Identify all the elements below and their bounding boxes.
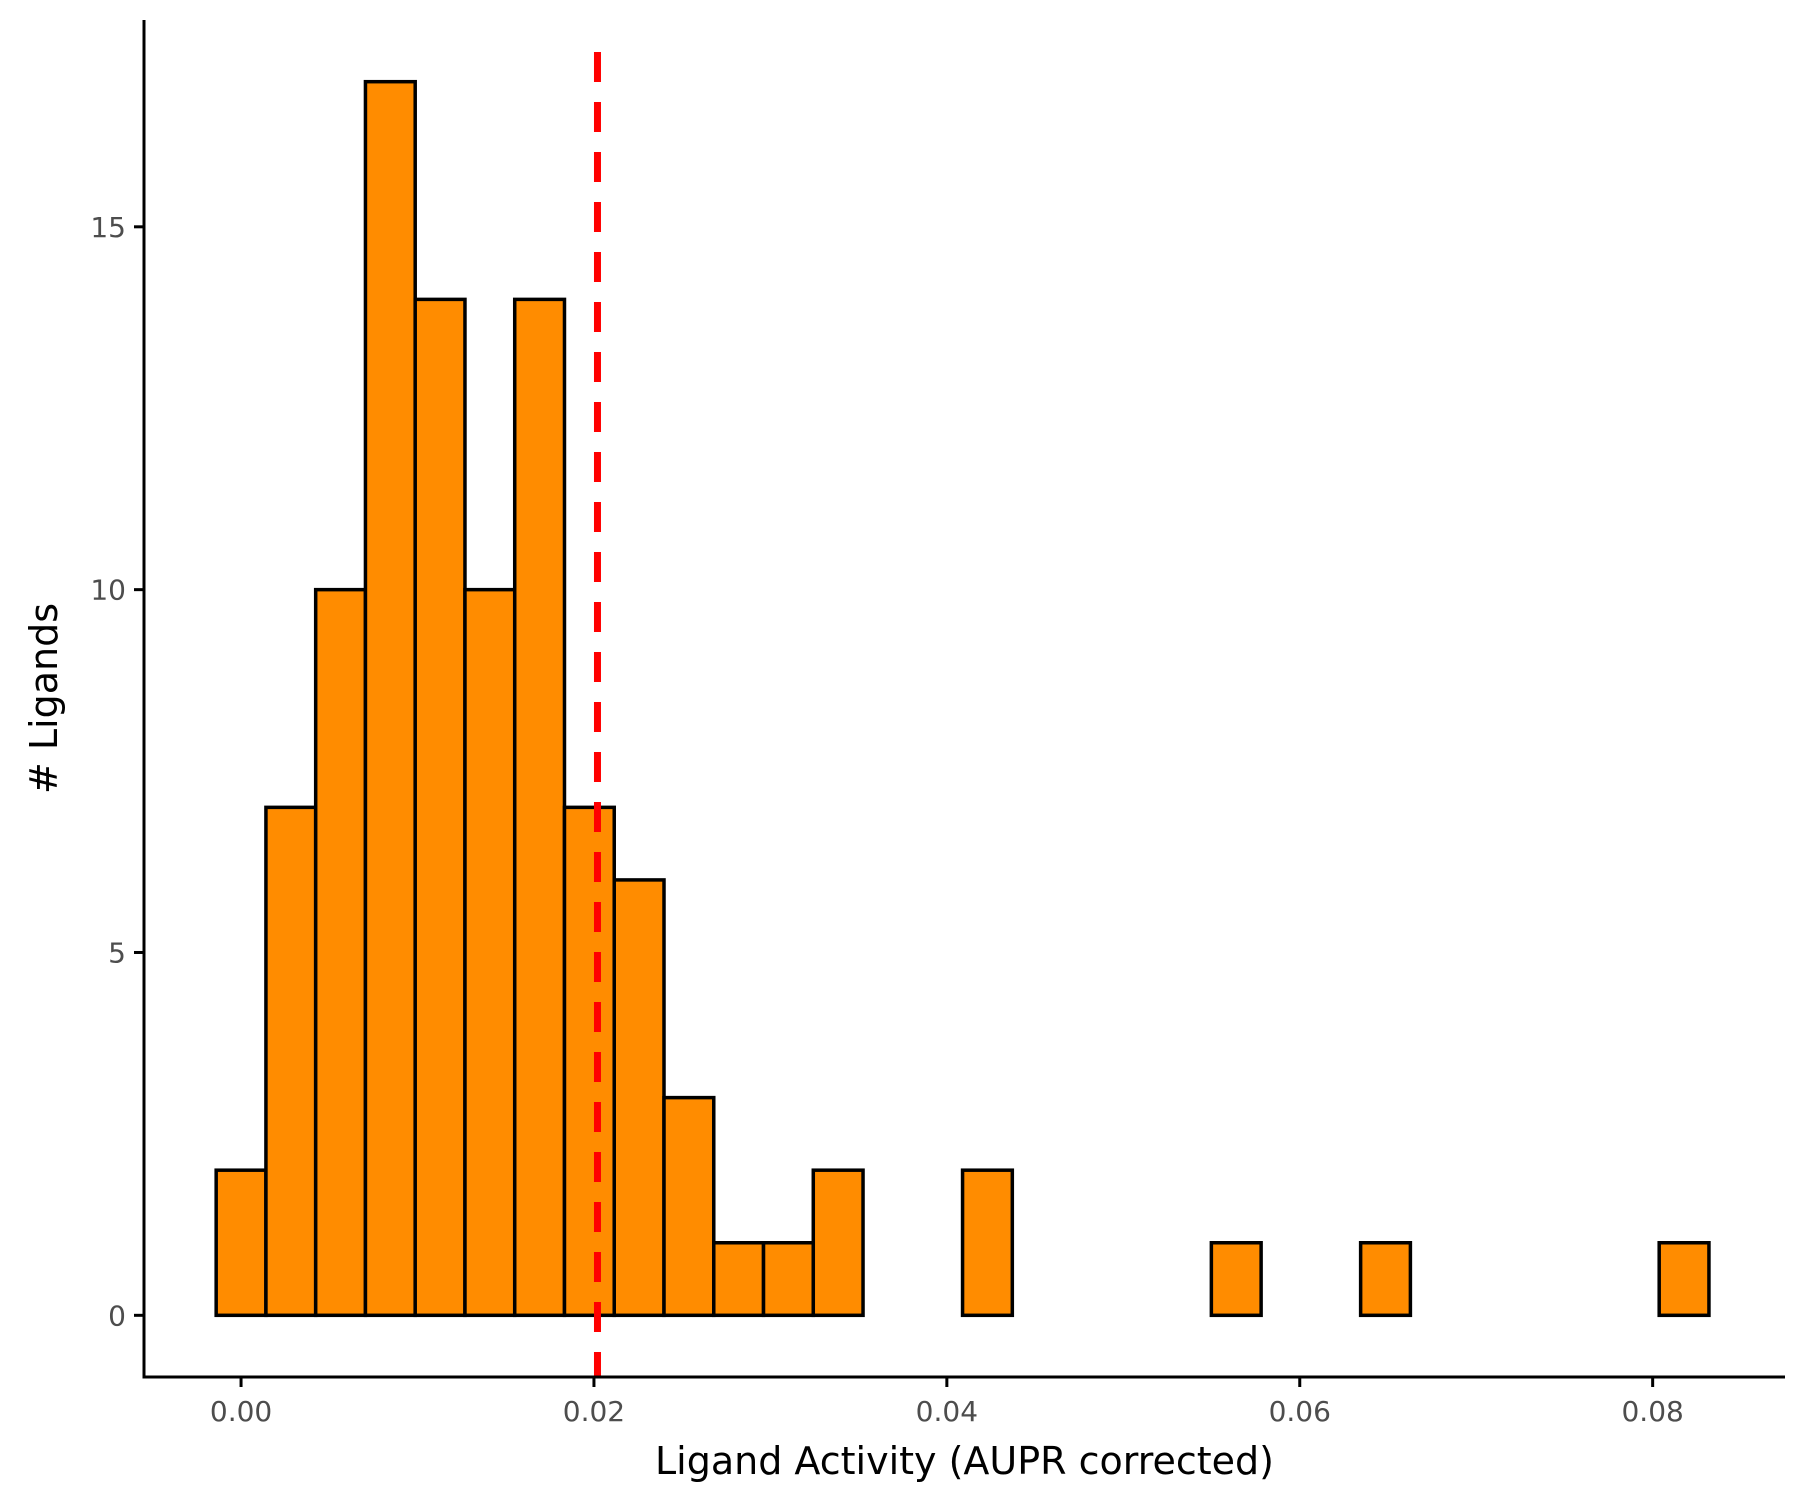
x-tick-label: 0.04 (916, 1395, 978, 1428)
histogram-bar (214, 1168, 268, 1318)
y-tick-label: 10 (90, 574, 126, 607)
histogram-bar (761, 1241, 816, 1318)
y-axis-title: # Ligands (22, 603, 66, 794)
histogram-bar (612, 878, 666, 1318)
x-tick-label: 0.06 (1269, 1395, 1331, 1428)
histogram-bar (811, 1168, 865, 1318)
histogram-bar (264, 805, 318, 1318)
histogram-bars (214, 79, 1711, 1318)
histogram-bar (960, 1168, 1015, 1318)
histogram-bar (463, 587, 517, 1318)
histogram-bar (712, 1241, 766, 1318)
x-axis-ticks: 0.00 0.02 0.04 0.06 0.08 (210, 1377, 1684, 1428)
histogram-bar (1358, 1241, 1413, 1318)
histogram-bar (562, 805, 616, 1318)
x-tick-label: 0.08 (1621, 1395, 1683, 1428)
y-tick-label: 5 (108, 936, 126, 969)
y-tick-label: 15 (90, 211, 126, 244)
histogram-bar (1657, 1241, 1711, 1318)
x-tick-label: 0.02 (563, 1395, 625, 1428)
x-tick-label: 0.00 (210, 1395, 272, 1428)
axes (142, 20, 1785, 1379)
histogram-bar (1209, 1241, 1263, 1318)
histogram-bar (413, 297, 467, 1318)
y-tick-label: 0 (108, 1299, 126, 1332)
histogram-bar (512, 297, 567, 1318)
histogram-bar (313, 587, 368, 1318)
x-axis-title: Ligand Activity (AUPR corrected) (655, 1439, 1274, 1483)
histogram-bar (363, 79, 417, 1318)
y-axis-ticks: 0 5 10 15 (90, 211, 144, 1332)
histogram-bar (662, 1095, 716, 1318)
